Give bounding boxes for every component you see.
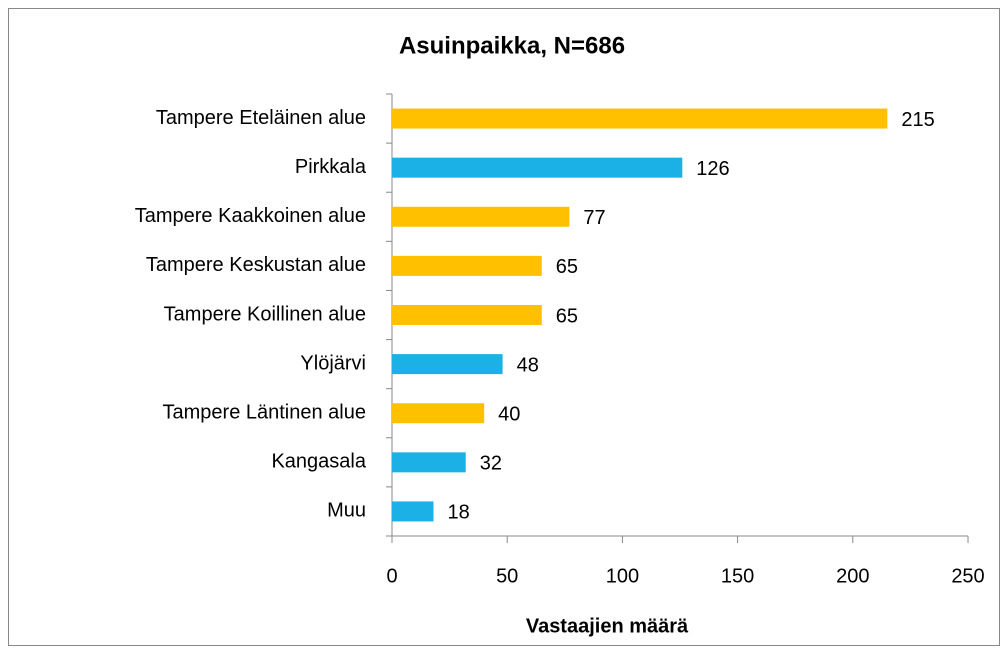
data-label: 18 bbox=[447, 502, 469, 524]
data-label: 32 bbox=[480, 453, 502, 475]
y-tick-label: Kangasala bbox=[271, 451, 366, 473]
chart-title: Asuinpaikka, N=686 bbox=[399, 32, 625, 59]
bar bbox=[392, 452, 466, 473]
y-tick-label: Tampere Keskustan alue bbox=[146, 254, 366, 276]
data-label: 65 bbox=[556, 305, 578, 327]
y-tick-label: Muu bbox=[327, 500, 366, 522]
bar bbox=[392, 403, 485, 424]
x-axis-label: Vastaajien määrä bbox=[526, 615, 689, 637]
data-label: 126 bbox=[696, 158, 729, 180]
data-label: 65 bbox=[556, 256, 578, 278]
bar bbox=[392, 501, 434, 522]
y-tick-label: Pirkkala bbox=[295, 156, 367, 178]
bar bbox=[392, 157, 683, 178]
y-tick-label: Ylöjärvi bbox=[300, 352, 366, 374]
bar bbox=[392, 305, 542, 325]
x-tick-label: 100 bbox=[606, 565, 639, 587]
chart-border bbox=[8, 8, 1000, 646]
bar bbox=[392, 108, 888, 129]
x-tick-label: 200 bbox=[836, 565, 869, 587]
data-label: 48 bbox=[517, 354, 539, 376]
x-tick-label: 50 bbox=[496, 565, 518, 587]
y-tick-label: Tampere Koillinen alue bbox=[164, 303, 366, 325]
y-tick-label: Tampere Kaakkoinen alue bbox=[135, 205, 366, 227]
data-label: 77 bbox=[583, 207, 605, 229]
y-tick-label: Tampere Eteläinen alue bbox=[156, 107, 366, 129]
x-tick-label: 150 bbox=[721, 565, 754, 587]
x-tick-label: 0 bbox=[386, 565, 397, 587]
x-tick-label: 250 bbox=[951, 565, 984, 587]
bar bbox=[392, 255, 542, 276]
data-label: 215 bbox=[901, 109, 934, 131]
y-tick-label: Tampere Läntinen alue bbox=[163, 402, 366, 424]
bar bbox=[392, 206, 570, 227]
data-label: 40 bbox=[498, 404, 520, 426]
bar bbox=[392, 354, 503, 375]
